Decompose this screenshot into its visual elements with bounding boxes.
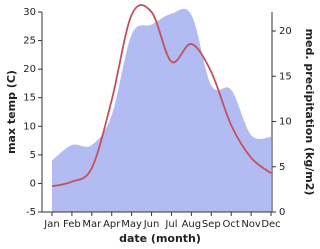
x-tick-label: May — [121, 219, 142, 230]
x-tick-label: Jul — [164, 219, 177, 230]
x-tick-label: Jun — [143, 219, 160, 230]
y-tick-label: 10 — [23, 121, 36, 132]
x-tick-label: Jan — [43, 219, 59, 230]
y-tick-label: -5 — [26, 207, 36, 218]
precipitation-area — [52, 8, 271, 213]
x-tick-label: Mar — [82, 219, 102, 230]
y-tick-label: 30 — [23, 7, 36, 18]
y2-tick-label: 20 — [279, 26, 292, 37]
x-tick-label: Dec — [261, 219, 280, 230]
x-tick-label: Feb — [63, 219, 81, 230]
y-tick-label: 15 — [23, 93, 36, 104]
y2-axis-label: med. precipitation (kg/m2) — [303, 29, 316, 196]
y-axis-label: max temp (C) — [5, 70, 18, 154]
y2-tick-label: 15 — [279, 71, 292, 82]
y-tick-label: 5 — [30, 150, 36, 161]
y-tick-label: 25 — [23, 36, 36, 47]
x-axis-label: date (month) — [119, 232, 201, 245]
y-tick-label: 0 — [30, 178, 36, 189]
x-tick-label: Aug — [182, 219, 202, 230]
y2-tick-label: 0 — [279, 207, 285, 218]
temperature-line — [51, 4, 272, 188]
y-tick-label: 20 — [23, 64, 36, 75]
x-tick-label: Sep — [202, 219, 221, 230]
x-tick-label: Oct — [223, 219, 240, 230]
y2-tick-label: 10 — [279, 117, 292, 128]
y2-tick-label: 5 — [279, 162, 285, 173]
x-tick-label: Nov — [241, 219, 261, 230]
x-tick-label: Apr — [103, 219, 121, 230]
